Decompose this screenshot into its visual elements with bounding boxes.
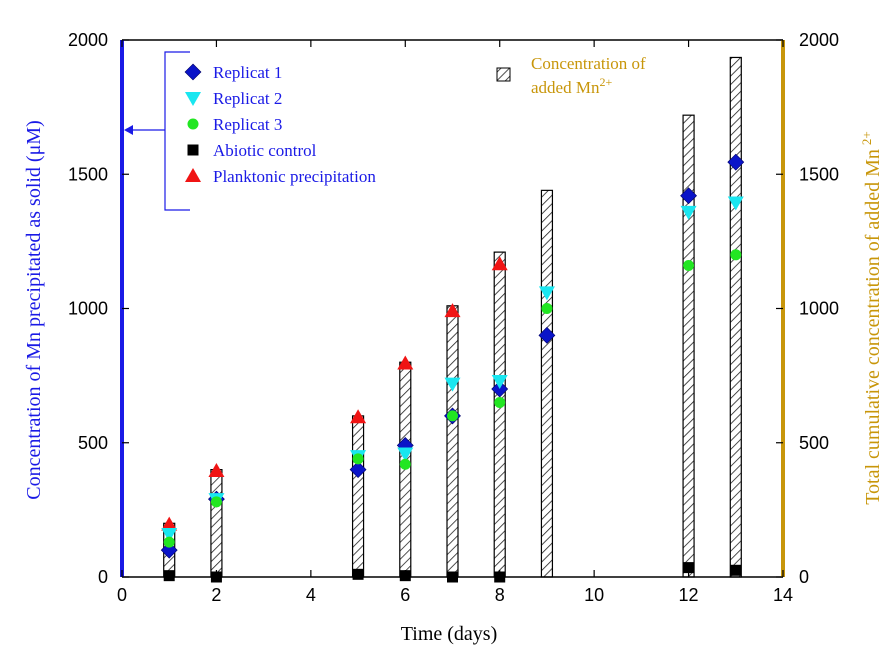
y-tick-label-left: 1000 bbox=[68, 299, 108, 319]
marker-abiotic-control bbox=[494, 571, 506, 583]
bar-added-mn bbox=[351, 415, 365, 578]
y-tick-label-left: 1500 bbox=[68, 164, 108, 184]
x-tick-label: 0 bbox=[117, 585, 127, 605]
marker-replicat-2 bbox=[397, 447, 414, 462]
marker-replicat-3 bbox=[163, 536, 175, 548]
legend-label-added-mn-line2: added Mn2+ bbox=[531, 75, 612, 97]
marker-planktonic-precipitation bbox=[491, 256, 508, 271]
x-tick-label: 8 bbox=[495, 585, 505, 605]
legend-label-added-mn-line1: Concentration of bbox=[531, 54, 646, 73]
marker-planktonic-precipitation bbox=[350, 409, 367, 424]
y-tick-label-left: 2000 bbox=[68, 30, 108, 50]
legend-swatch-added-mn bbox=[496, 67, 511, 82]
marker-abiotic-control bbox=[447, 571, 458, 583]
legend-bracket bbox=[164, 51, 190, 211]
legend-label: Replicat 1 bbox=[213, 63, 282, 82]
legend-marker-replicat-3 bbox=[187, 118, 199, 130]
marker-replicat-3 bbox=[399, 458, 411, 470]
bar-added-mn bbox=[493, 251, 506, 578]
legend-label: Replicat 2 bbox=[213, 89, 282, 108]
legend-marker-planktonic-precipitation bbox=[185, 168, 201, 182]
markers-layer bbox=[160, 153, 745, 583]
marker-planktonic-precipitation bbox=[397, 355, 414, 370]
marker-replicat-3 bbox=[683, 260, 695, 272]
x-tick-label: 4 bbox=[306, 585, 316, 605]
bar-added-mn bbox=[682, 114, 695, 578]
marker-replicat-2 bbox=[161, 528, 178, 543]
marker-abiotic-control bbox=[210, 571, 222, 583]
y-axis-label-right-text: Total cumulative concentration of added … bbox=[862, 149, 884, 505]
marker-replicat-2 bbox=[444, 377, 461, 392]
legend-label: Planktonic precipitation bbox=[213, 167, 376, 186]
marker-replicat-3 bbox=[447, 410, 458, 422]
marker-planktonic-precipitation bbox=[444, 303, 461, 318]
legend-arrow-head bbox=[124, 125, 133, 135]
y-tick-label-right: 1500 bbox=[799, 164, 839, 184]
legend-label: Replicat 3 bbox=[213, 115, 282, 134]
x-tick-label: 6 bbox=[400, 585, 410, 605]
y-tick-label-right: 0 bbox=[799, 567, 809, 587]
marker-replicat-3 bbox=[494, 396, 506, 408]
bar-added-mn bbox=[729, 56, 742, 578]
marker-abiotic-control bbox=[683, 562, 695, 574]
y-tick-label-left: 500 bbox=[78, 433, 108, 453]
marker-replicat-2 bbox=[538, 286, 555, 301]
marker-abiotic-control bbox=[399, 570, 411, 582]
legend: Replicat 1 Replicat 2 Replicat 3 Abiotic co… bbox=[124, 51, 646, 211]
marker-abiotic-control bbox=[352, 568, 364, 580]
y-axis-label-right: Total cumulative concentration of added … bbox=[859, 131, 884, 505]
x-tick-label: 12 bbox=[679, 585, 699, 605]
y-tick-label-right: 500 bbox=[799, 433, 829, 453]
marker-replicat-3 bbox=[730, 249, 742, 261]
legend-label-added-mn-text: added Mn bbox=[531, 78, 600, 97]
marker-replicat-3 bbox=[352, 453, 364, 465]
x-tick-label: 14 bbox=[773, 585, 793, 605]
legend-marker-replicat-2 bbox=[185, 92, 201, 106]
x-tick-label: 10 bbox=[584, 585, 604, 605]
y-axis-label-left: Concentration of Mn precipitated as soli… bbox=[23, 120, 45, 500]
marker-abiotic-control bbox=[163, 570, 175, 582]
marker-planktonic-precipitation bbox=[208, 462, 225, 477]
bar-added-mn bbox=[540, 189, 554, 578]
marker-replicat-2 bbox=[491, 374, 508, 389]
marker-replicat-1 bbox=[538, 326, 556, 344]
marker-replicat-1 bbox=[349, 461, 367, 479]
marker-replicat-3 bbox=[210, 496, 222, 508]
x-axis-label: Time (days) bbox=[401, 623, 497, 645]
y-tick-label-left: 0 bbox=[98, 567, 108, 587]
legend-marker-replicat-1 bbox=[184, 63, 202, 81]
y-tick-label-right: 2000 bbox=[799, 30, 839, 50]
legend-label-added-mn-sup: 2+ bbox=[599, 75, 612, 89]
x-tick-label: 2 bbox=[211, 585, 221, 605]
marker-planktonic-precipitation bbox=[161, 516, 178, 531]
y-axis-label-right-sup: 2+ bbox=[859, 131, 874, 145]
marker-abiotic-control bbox=[730, 564, 742, 576]
bars-layer bbox=[163, 56, 742, 578]
marker-replicat-2 bbox=[727, 196, 744, 211]
bar-added-mn bbox=[210, 469, 223, 578]
bar-added-mn bbox=[446, 305, 459, 578]
legend-marker-abiotic-control bbox=[187, 144, 199, 156]
marker-replicat-1 bbox=[727, 153, 745, 171]
y-tick-label-right: 1000 bbox=[799, 299, 839, 319]
marker-replicat-2 bbox=[680, 205, 697, 220]
marker-replicat-1 bbox=[160, 541, 178, 559]
legend-label: Abiotic control bbox=[213, 141, 317, 160]
marker-replicat-3 bbox=[541, 303, 553, 314]
marker-replicat-1 bbox=[680, 187, 697, 205]
